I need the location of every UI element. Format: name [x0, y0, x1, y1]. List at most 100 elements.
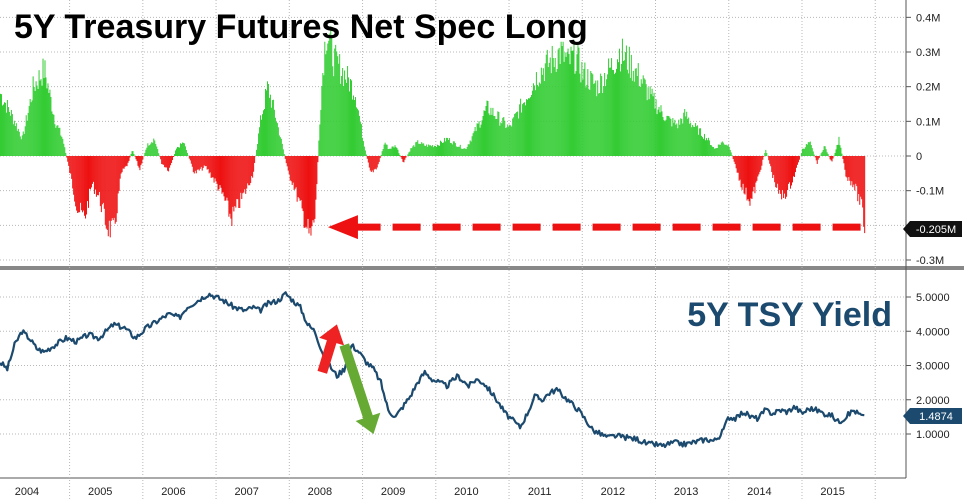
net-short-bar — [308, 156, 310, 234]
net-long-bar — [683, 112, 685, 156]
net-long-bar — [476, 123, 478, 156]
net-long-bar — [805, 144, 807, 156]
net-long-bar — [731, 155, 733, 156]
net-long-bar — [563, 61, 565, 157]
net-long-bar — [719, 144, 721, 156]
net-long-bar — [319, 124, 321, 156]
top-y-tick-label: 0.2M — [916, 82, 940, 94]
net-long-bar — [802, 148, 804, 156]
net-long-bar — [462, 148, 464, 156]
net-long-bar — [186, 152, 188, 156]
net-long-bar — [826, 152, 828, 156]
net-long-bar — [641, 83, 643, 156]
net-short-bar — [781, 156, 783, 200]
net-long-bar — [598, 93, 600, 156]
net-long-bar — [454, 143, 456, 156]
net-long-bar — [460, 148, 462, 156]
net-long-bar — [36, 85, 38, 156]
net-long-bar — [685, 116, 687, 156]
net-long-bar — [543, 81, 545, 156]
net-long-bar — [619, 71, 621, 156]
net-long-bar — [516, 112, 518, 156]
net-long-bar — [177, 147, 179, 156]
net-short-bar — [243, 156, 245, 193]
net-long-bar — [568, 54, 570, 156]
net-long-bar — [468, 144, 470, 156]
net-long-bar — [567, 48, 569, 157]
net-long-bar — [673, 122, 675, 156]
net-long-bar — [342, 68, 344, 156]
net-long-bar — [347, 66, 349, 156]
net-long-bar — [267, 84, 269, 156]
net-short-bar — [217, 156, 219, 191]
net-short-bar — [372, 156, 374, 173]
net-long-bar — [678, 119, 680, 156]
net-short-bar — [787, 156, 789, 191]
net-short-bar — [253, 156, 255, 172]
yield-down-arrow — [339, 343, 381, 434]
net-short-bar — [104, 156, 106, 225]
bottom-y-tick-label: 5.0000 — [916, 292, 950, 304]
net-short-bar — [101, 156, 103, 205]
net-short-bar — [753, 156, 755, 187]
net-short-bar — [290, 156, 292, 182]
net-long-bar — [604, 72, 606, 156]
net-short-bar — [227, 156, 229, 201]
net-short-bar — [200, 156, 202, 167]
net-short-bar — [234, 156, 236, 206]
net-short-bar — [400, 156, 402, 158]
net-long-bar — [675, 124, 677, 156]
net-long-bar — [615, 72, 617, 156]
net-long-bar — [174, 154, 176, 156]
net-long-bar — [501, 123, 503, 156]
net-long-bar — [325, 54, 327, 156]
net-short-bar — [751, 156, 753, 199]
net-short-bar — [312, 156, 314, 221]
net-short-bar — [782, 156, 784, 191]
top-chart-title: 5Y Treasury Futures Net Spec Long — [14, 8, 588, 46]
net-short-bar — [119, 156, 121, 179]
net-long-bar — [63, 143, 65, 156]
net-long-bar — [130, 153, 132, 156]
net-long-bar — [620, 63, 622, 156]
net-short-bar — [301, 156, 303, 209]
annotation-arrows — [317, 215, 861, 434]
net-short-bar — [315, 156, 317, 200]
net-short-bar — [861, 156, 863, 200]
net-short-bar — [850, 156, 852, 186]
net-short-bar — [750, 156, 752, 199]
net-short-bar — [832, 156, 834, 159]
net-short-bar — [112, 156, 114, 221]
net-short-bar — [309, 156, 311, 228]
net-short-bar — [173, 156, 175, 157]
net-long-bar — [807, 142, 809, 156]
net-long-bar — [273, 109, 275, 156]
net-long-bar — [538, 82, 540, 156]
net-long-bar — [56, 125, 58, 156]
net-short-bar — [853, 156, 855, 185]
net-long-bar — [486, 100, 488, 156]
net-long-bar — [415, 142, 417, 156]
net-long-bar — [421, 142, 423, 156]
net-long-bar — [518, 118, 520, 156]
net-long-bar — [338, 63, 340, 156]
net-short-bar — [171, 156, 173, 163]
net-long-bar — [479, 127, 481, 156]
net-long-bar — [54, 124, 56, 156]
net-long-bar — [132, 151, 134, 156]
net-short-bar — [855, 156, 857, 184]
net-short-bar — [286, 156, 288, 167]
net-short-bar — [96, 156, 98, 196]
net-short-bar — [759, 156, 761, 172]
net-long-bar — [360, 124, 362, 156]
net-short-bar — [779, 156, 781, 190]
net-short-bar — [307, 156, 309, 219]
net-short-bar — [222, 156, 224, 193]
net-short-bar — [90, 156, 92, 188]
net-short-bar — [249, 156, 251, 186]
net-short-bar — [297, 156, 299, 198]
net-long-bar — [825, 149, 827, 156]
net-long-bar — [9, 115, 11, 156]
net-short-bar — [295, 156, 297, 188]
net-long-bar — [14, 126, 16, 156]
